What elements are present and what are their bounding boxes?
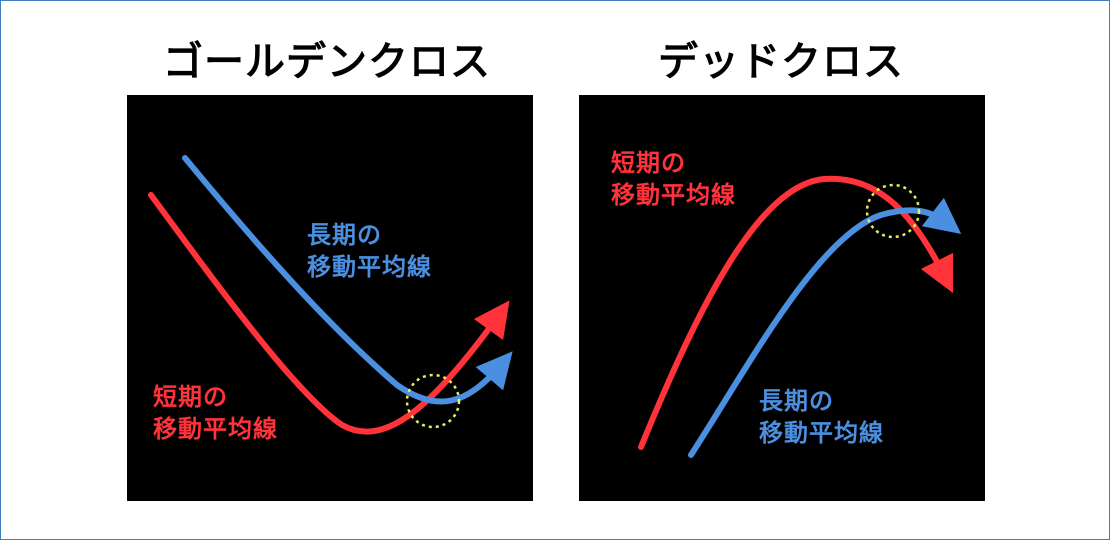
golden-short-ma-line [148, 192, 510, 435]
golden-long-label-line1: 長期の [307, 221, 382, 249]
dead-long-label: 長期の 移動平均線 [759, 385, 884, 449]
golden-cross-marker [405, 373, 461, 429]
golden-short-label-line1: 短期の [153, 383, 228, 411]
dead-cross-marker [865, 183, 921, 239]
dead-long-label-line1: 長期の [759, 387, 834, 415]
golden-cross-panel: 長期の 移動平均線 短期の 移動平均線 [127, 95, 533, 501]
dead-long-label-line2: 移動平均線 [759, 419, 884, 447]
golden-long-ma-line [182, 155, 513, 405]
golden-long-label: 長期の 移動平均線 [307, 219, 432, 283]
golden-short-label-line2: 移動平均線 [153, 415, 278, 443]
dead-short-label: 短期の 移動平均線 [611, 147, 736, 211]
golden-cross-graphic [148, 155, 513, 435]
dead-cross-panel: 短期の 移動平均線 長期の 移動平均線 [579, 95, 985, 501]
dead-short-label-line2: 移動平均線 [611, 181, 736, 209]
dead-short-label-line1: 短期の [611, 149, 686, 177]
dead-cross-title: デッドクロス [658, 39, 904, 85]
golden-short-label: 短期の 移動平均線 [153, 381, 278, 445]
dead-cross-graphic [638, 175, 962, 458]
golden-long-label-line2: 移動平均線 [307, 253, 432, 281]
dead-short-ma-line [638, 175, 954, 450]
golden-cross-title: ゴールデンクロス [163, 39, 491, 85]
